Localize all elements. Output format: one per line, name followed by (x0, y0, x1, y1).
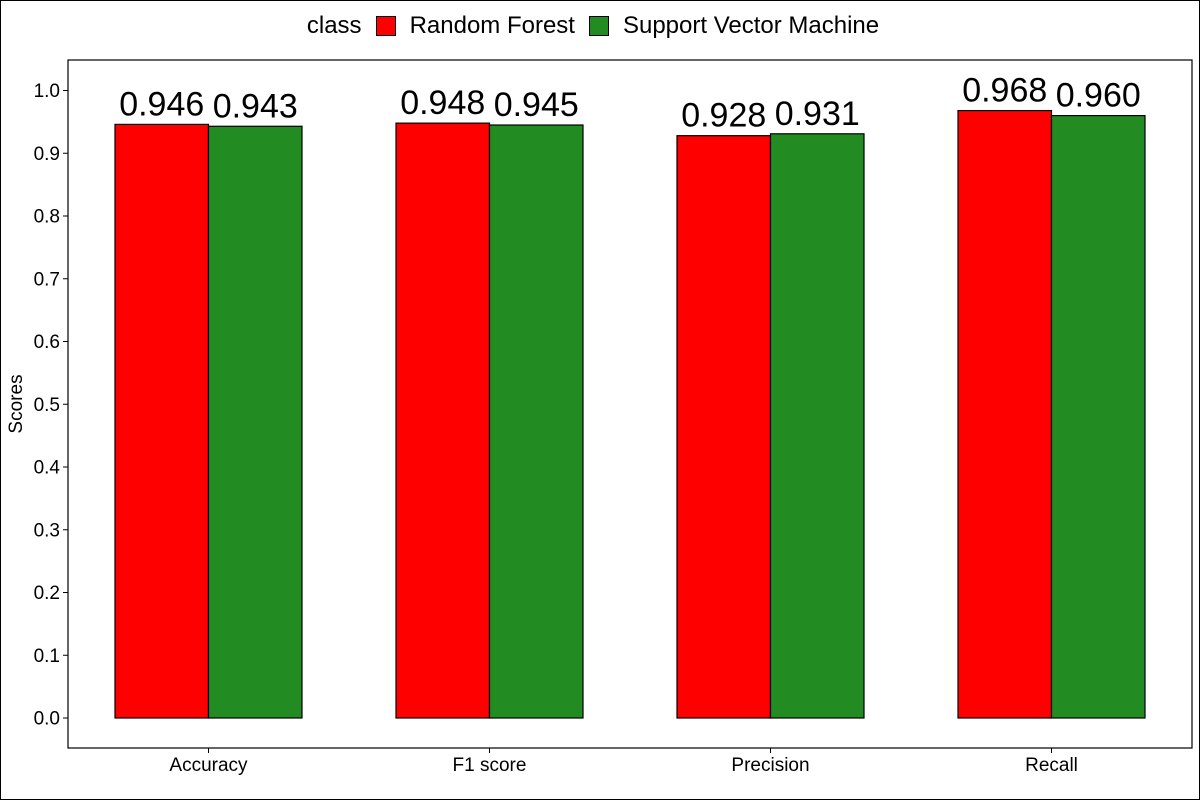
y-tick-label: 0.7 (34, 269, 60, 290)
bar (488, 124, 584, 719)
legend-swatch-support-vector-machine (588, 16, 609, 36)
bar (676, 135, 772, 719)
x-tick-label: F1 score (453, 755, 527, 776)
legend: class Random Forest Support Vector Machi… (0, 8, 1200, 44)
bar (769, 133, 865, 719)
y-axis-title: Scores (6, 374, 27, 433)
bar-value-label: 0.946 (119, 85, 204, 123)
y-tick-label: 0.4 (34, 458, 61, 479)
bar (395, 122, 491, 719)
bar-value-label: 0.960 (1056, 77, 1141, 115)
bar (1050, 114, 1146, 719)
x-axis: Accuracy F1 score Precision Recall (169, 748, 1078, 776)
x-tick-label: Recall (1025, 755, 1078, 776)
x-tick-label: Accuracy (169, 755, 248, 776)
bar-value-label: 0.943 (213, 87, 298, 125)
bar-value-label: 0.948 (400, 84, 485, 122)
y-tick-label: 0.2 (34, 583, 60, 604)
y-axis: 0.0 0.1 0.2 0.3 0.4 0.5 0.6 0.7 0.8 0.9 1.0 (34, 81, 68, 730)
bar (957, 109, 1053, 719)
legend-label-random-forest: Random Forest (409, 12, 575, 39)
y-tick-label: 0.0 (34, 709, 60, 730)
bar (207, 125, 303, 719)
legend-swatch-random-forest (375, 16, 396, 36)
bar-labels: 0.946 0.943 0.948 0.945 0.928 0.931 0.968 0.960 (119, 72, 1141, 135)
legend-item-random-forest: Random Forest (375, 12, 575, 40)
bars (114, 109, 1146, 719)
y-tick-label: 0.9 (34, 144, 60, 165)
legend-title: class (306, 12, 362, 39)
y-tick-label: 0.1 (34, 646, 60, 667)
bar-value-label: 0.928 (681, 97, 766, 135)
legend-item-support-vector-machine: Support Vector Machine (588, 12, 880, 40)
legend-label-support-vector-machine: Support Vector Machine (622, 12, 880, 39)
bar-value-label: 0.968 (962, 72, 1047, 110)
x-tick-label: Precision (731, 755, 809, 776)
y-tick-label: 0.5 (34, 395, 60, 416)
bar-value-label: 0.931 (775, 95, 860, 133)
y-tick-label: 0.6 (34, 332, 60, 353)
bar (114, 123, 210, 719)
bar-value-label: 0.945 (494, 86, 579, 124)
y-tick-label: 1.0 (34, 81, 60, 102)
y-tick-label: 0.3 (34, 520, 60, 541)
y-tick-label: 0.8 (34, 207, 60, 228)
